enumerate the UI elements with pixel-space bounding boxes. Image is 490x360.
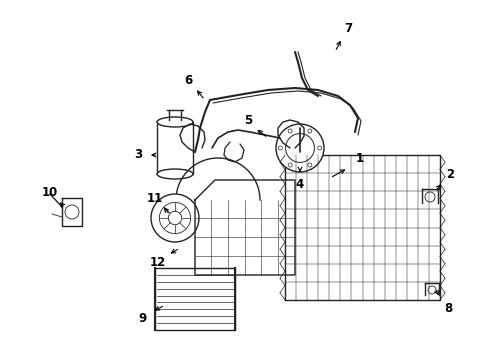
Text: 9: 9 [138, 311, 146, 324]
Text: 11: 11 [147, 192, 163, 204]
Ellipse shape [157, 169, 193, 179]
Bar [157, 122, 193, 174]
Bar [155, 268, 235, 330]
Circle shape [276, 124, 324, 172]
Text: 3: 3 [134, 148, 142, 162]
Text: 5: 5 [244, 113, 252, 126]
Bar [285, 155, 440, 300]
Text: 2: 2 [446, 168, 454, 181]
Text: 6: 6 [184, 73, 192, 86]
Text: 12: 12 [150, 256, 166, 269]
Text: 10: 10 [42, 185, 58, 198]
Text: 7: 7 [344, 22, 352, 35]
Ellipse shape [157, 117, 193, 127]
Text: 8: 8 [444, 302, 452, 315]
Text: 4: 4 [296, 179, 304, 192]
Circle shape [151, 194, 199, 242]
Text: 1: 1 [356, 152, 364, 165]
